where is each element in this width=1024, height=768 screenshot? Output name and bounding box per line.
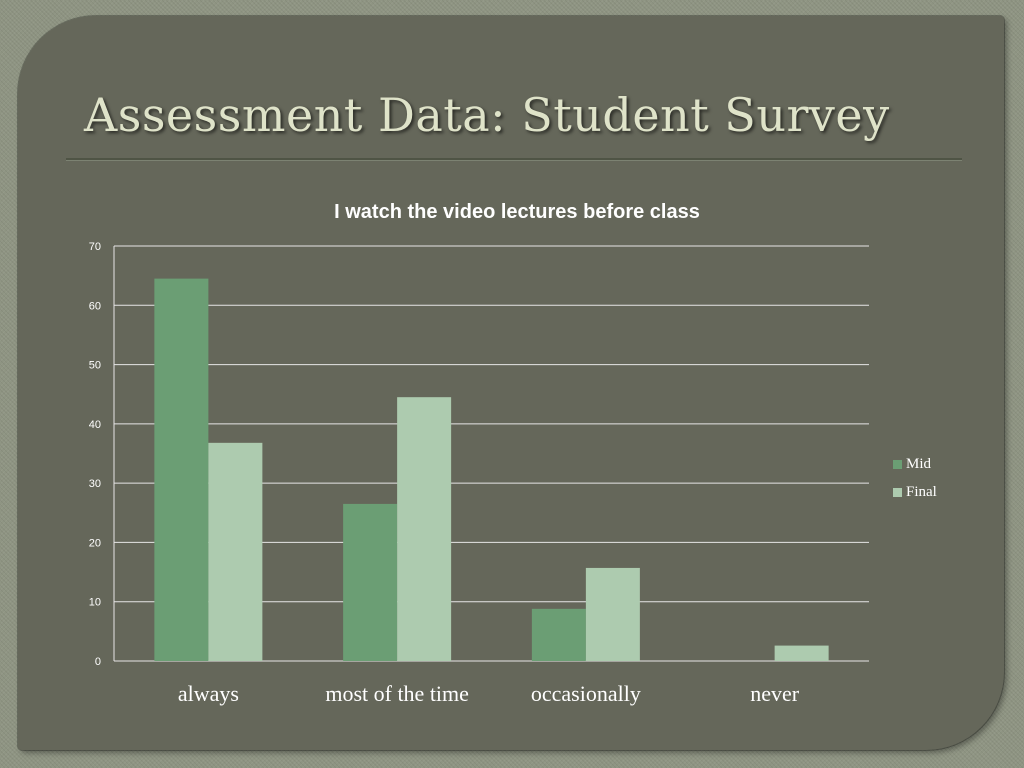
x-tick-label: occasionally (531, 681, 641, 706)
legend-swatch (893, 459, 902, 469)
x-tick-label: most of the time (325, 681, 469, 706)
slide-title: Assessment Data: Student Survey (84, 88, 890, 142)
bar-mid-1 (343, 503, 398, 661)
x-tick-label: never (750, 681, 800, 706)
chart-legend: Mid Final (893, 450, 937, 506)
bar-final-1 (397, 397, 452, 661)
y-tick-label: 30 (89, 478, 101, 490)
chart-title: I watch the video lectures before class (334, 201, 700, 223)
legend-label: Final (906, 483, 937, 500)
y-tick-label: 0 (95, 656, 101, 668)
title-divider (66, 158, 962, 161)
legend-swatch (893, 487, 902, 497)
y-tick-label: 20 (89, 537, 101, 549)
legend-label: Mid (906, 455, 932, 472)
bar-mid-0 (154, 278, 209, 661)
y-tick-label: 50 (89, 360, 101, 372)
y-tick-label: 10 (89, 597, 101, 609)
y-tick-label: 60 (89, 300, 101, 312)
legend-item-mid: Mid (893, 450, 937, 478)
bar-final-2 (585, 567, 640, 661)
bar-final-3 (774, 645, 829, 661)
legend-item-final: Final (893, 478, 937, 506)
bar-mid-2 (531, 608, 586, 661)
y-tick-label: 70 (89, 241, 101, 253)
bar-final-0 (208, 442, 263, 661)
y-tick-label: 40 (89, 419, 101, 431)
x-tick-label: always (178, 681, 239, 706)
